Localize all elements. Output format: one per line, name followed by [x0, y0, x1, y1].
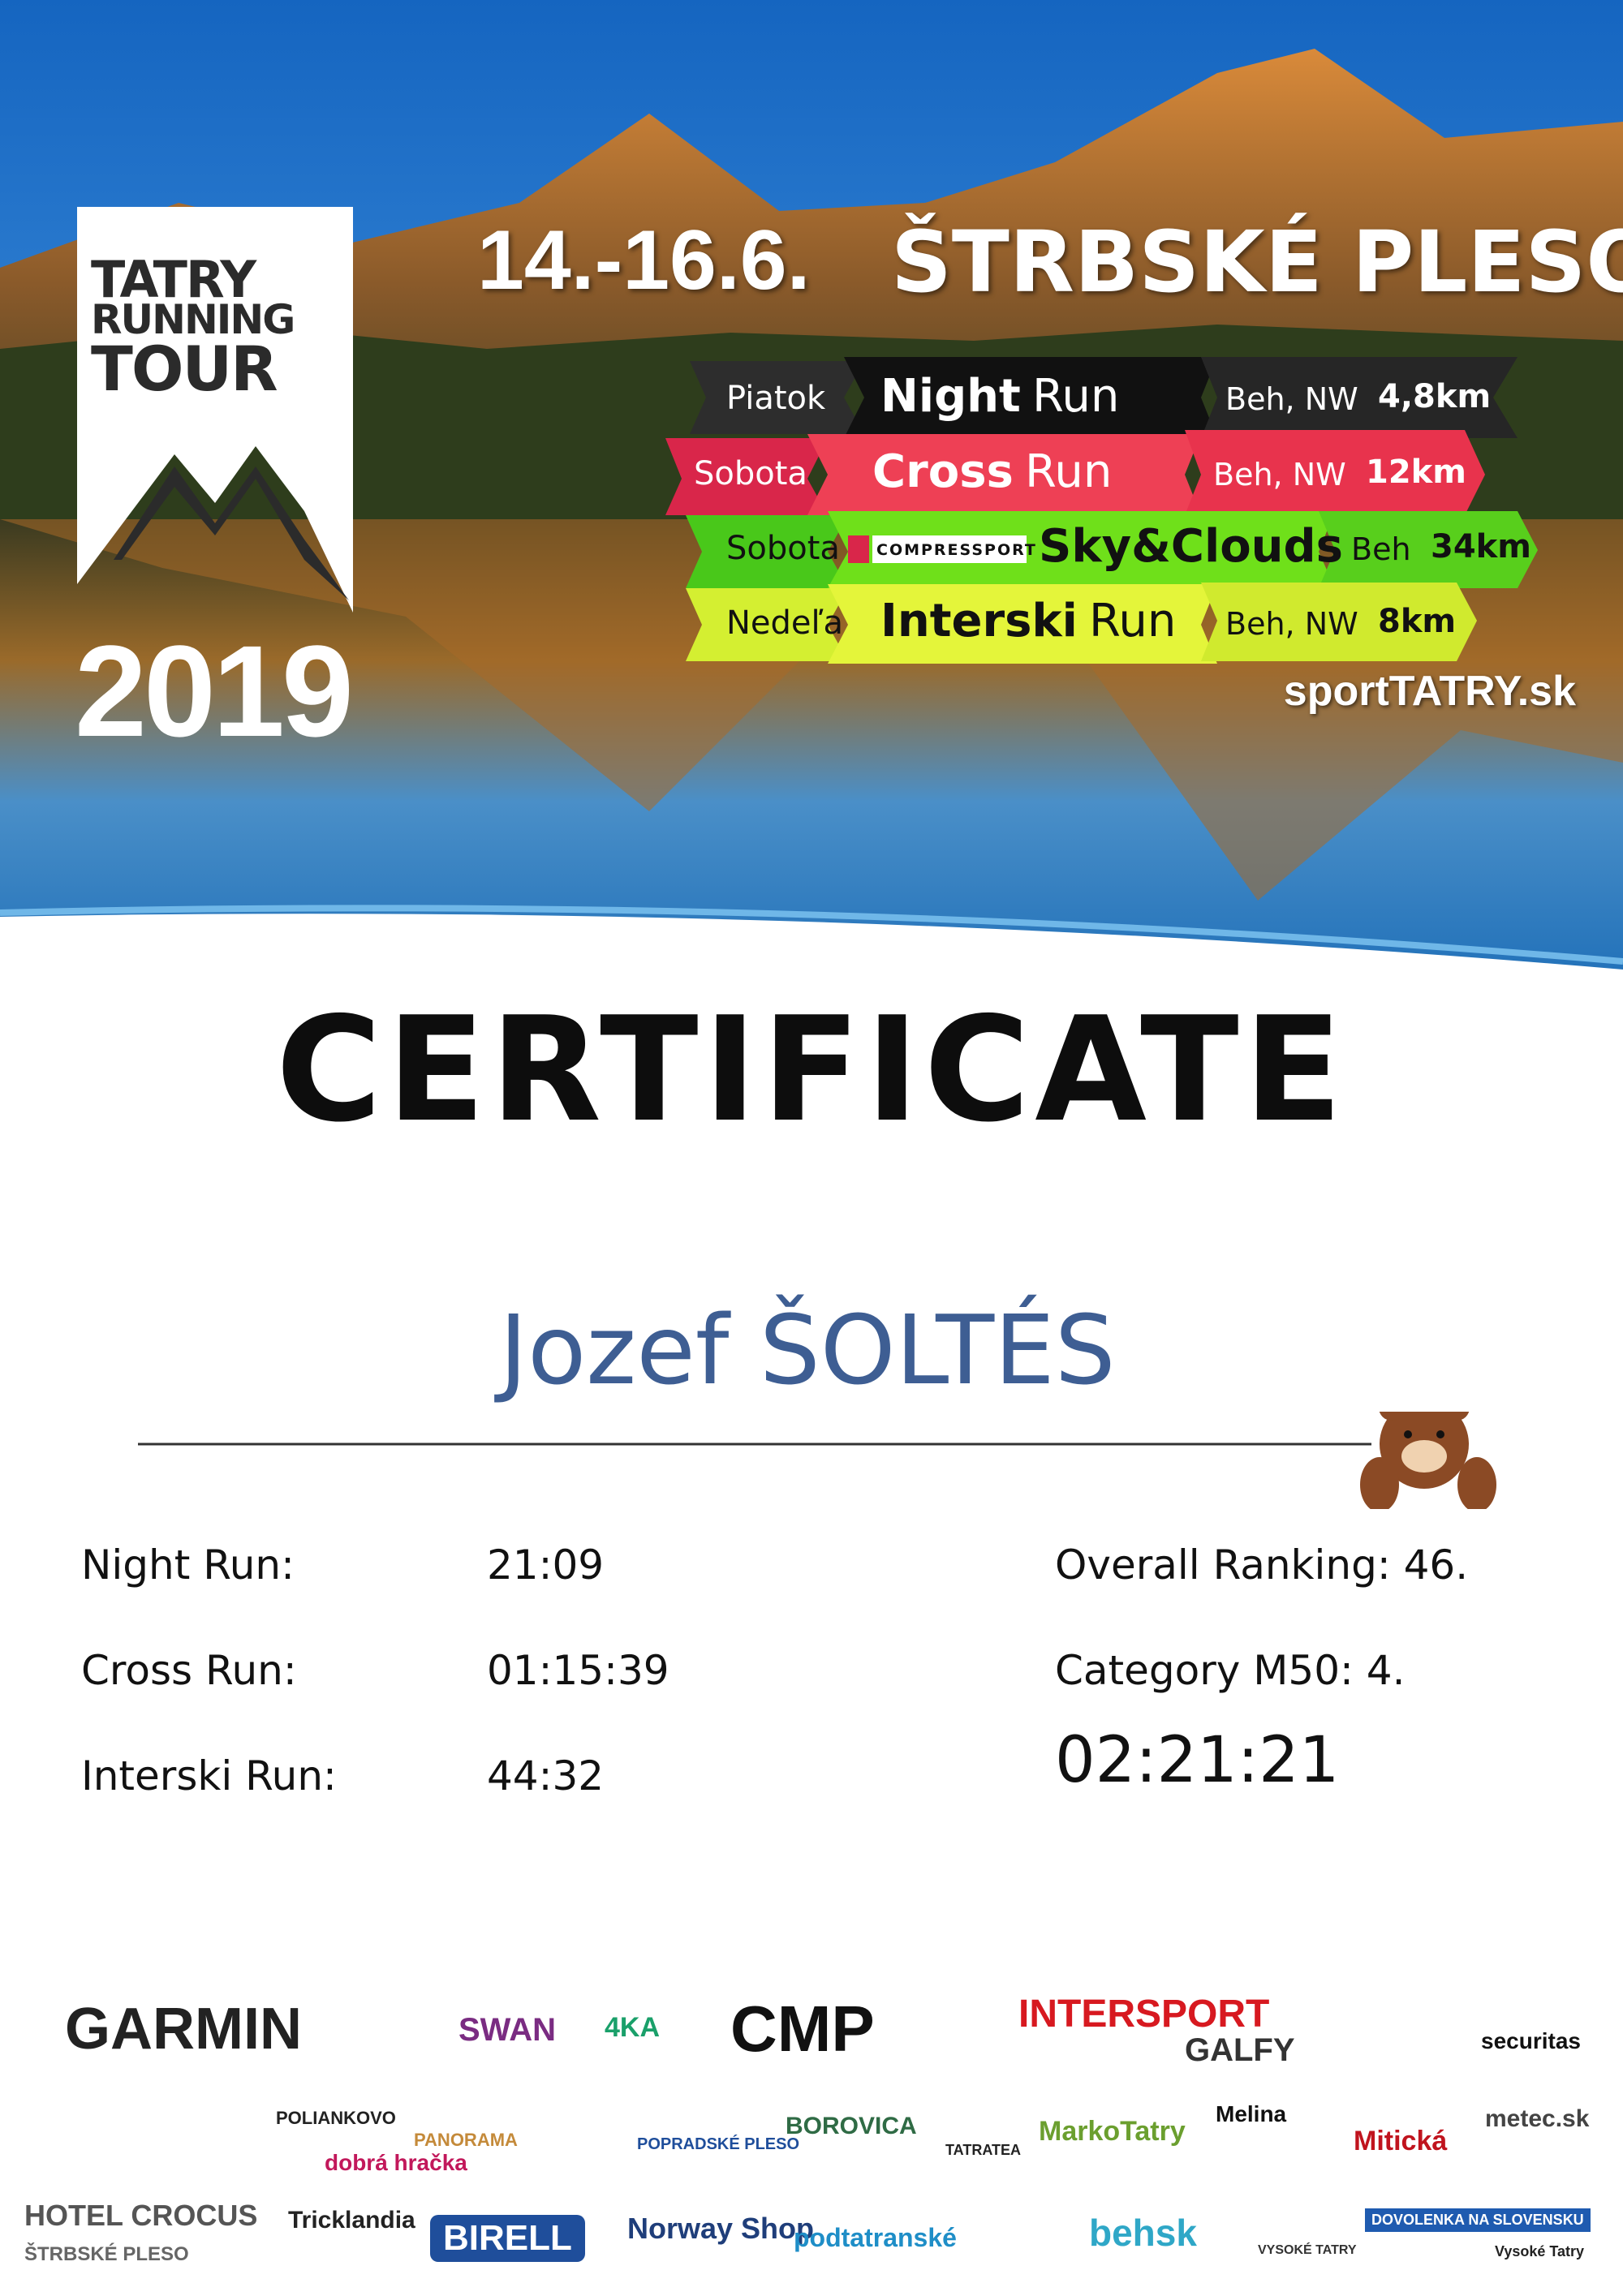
sponsor-logo: Tricklandia — [288, 2207, 415, 2234]
sponsor-logo: Vysoké Tatry — [1495, 2243, 1585, 2259]
sponsor-logo: INTERSPORT — [1018, 1993, 1270, 2036]
sponsor-logo: SWAN — [458, 2012, 556, 2048]
race-detail: Beh, NW — [1225, 381, 1358, 417]
sponsor-logo: BIRELL — [430, 2215, 585, 2262]
sponsor-logo: TATRATEA — [945, 2142, 1021, 2158]
race-name-suffix: Run — [1025, 445, 1113, 498]
sponsor-logo: MarkoTatry — [1039, 2116, 1186, 2147]
race-detail: Beh, NW — [1213, 457, 1346, 492]
race-distance: 34km — [1431, 528, 1531, 565]
sponsor-logo: BOROVICA — [786, 2113, 917, 2139]
sponsor-logo: podtatranské — [794, 2223, 957, 2252]
result-label: Cross Run: — [81, 1647, 297, 1694]
sponsor-logo: 4KA — [605, 2012, 661, 2043]
race-day: Piatok — [726, 380, 826, 417]
sponsor-logo: Norway Shop — [627, 2212, 815, 2245]
result-time: 21:09 — [487, 1541, 605, 1589]
race-name-suffix: Run — [1089, 595, 1177, 647]
sponsor-logo: CMP — [730, 1993, 875, 2065]
race-detail: Beh, NW — [1225, 606, 1358, 642]
race-day: Sobota — [694, 455, 807, 492]
overall-ranking: Overall Ranking: 46. — [1055, 1541, 1469, 1589]
category-ranking: Category M50: 4. — [1055, 1647, 1406, 1694]
sponsor-logo: GARMIN — [65, 1997, 302, 2062]
sponsor-logo: GALFY — [1185, 2032, 1295, 2068]
total-time: 02:21:21 — [1055, 1724, 1340, 1797]
sponsor-logo: POLIANKOVO — [276, 2108, 396, 2128]
race-detail: Beh — [1351, 531, 1411, 567]
event-dates: 14.-16.6. — [477, 213, 811, 307]
sponsor-logo: PANORAMA — [414, 2130, 518, 2150]
logo-text: RUNNING — [91, 296, 295, 343]
event-location: ŠTRBSKÉ PLESO — [891, 213, 1623, 312]
race-distance: 12km — [1366, 454, 1466, 491]
sponsor-logo: ŠTRBSKÉ PLESO — [24, 2243, 189, 2265]
race-name: Night — [880, 370, 1021, 423]
result-label: Interski Run: — [81, 1752, 337, 1799]
sponsor-logo: Mitická — [1354, 2126, 1448, 2156]
sponsor-logo: behsk — [1089, 2212, 1197, 2254]
sponsor-logo: VYSOKÉ TATRY — [1258, 2243, 1357, 2257]
result-time: 01:15:39 — [487, 1647, 669, 1694]
sponsor-logo: HOTEL CROCUS — [24, 2199, 258, 2232]
sponsor-logo: dobrá hračka — [325, 2150, 467, 2175]
certificate-title: CERTIFICATE — [275, 986, 1348, 1154]
logo-text: TOUR — [91, 333, 278, 405]
sponsor-logo: Melina — [1216, 2101, 1287, 2126]
race-day: Sobota — [726, 530, 840, 567]
website: sportTATRY.sk — [1283, 668, 1576, 715]
race-sponsor: COMPRESSPORT — [876, 541, 1037, 559]
logo-year: 2019 — [75, 618, 354, 763]
divider-bear — [138, 1412, 1496, 1509]
sponsor-logo: securitas — [1481, 2028, 1581, 2053]
result-label: Night Run: — [81, 1541, 295, 1589]
sponsor-logo: DOVOLENKA NA SLOVENSKU — [1365, 2208, 1591, 2232]
participant-name: Jozef ŠOLTÉS — [499, 1294, 1116, 1406]
race-name: Sky&Clouds — [1039, 520, 1343, 573]
race-day: Nedeľa — [726, 604, 844, 642]
race-name: Interski — [880, 595, 1078, 647]
race-name-suffix: Run — [1032, 370, 1120, 423]
logo-text: TATRY — [91, 250, 256, 309]
race-name: Cross — [872, 445, 1014, 498]
hero-photo — [0, 0, 1623, 990]
race-distance: 4,8km — [1378, 378, 1492, 415]
sponsor-logo: metec.sk — [1485, 2105, 1590, 2132]
result-time: 44:32 — [487, 1752, 605, 1799]
race-distance: 8km — [1378, 603, 1457, 640]
sponsor-logo: POPRADSKÉ PLESO — [637, 2135, 800, 2153]
